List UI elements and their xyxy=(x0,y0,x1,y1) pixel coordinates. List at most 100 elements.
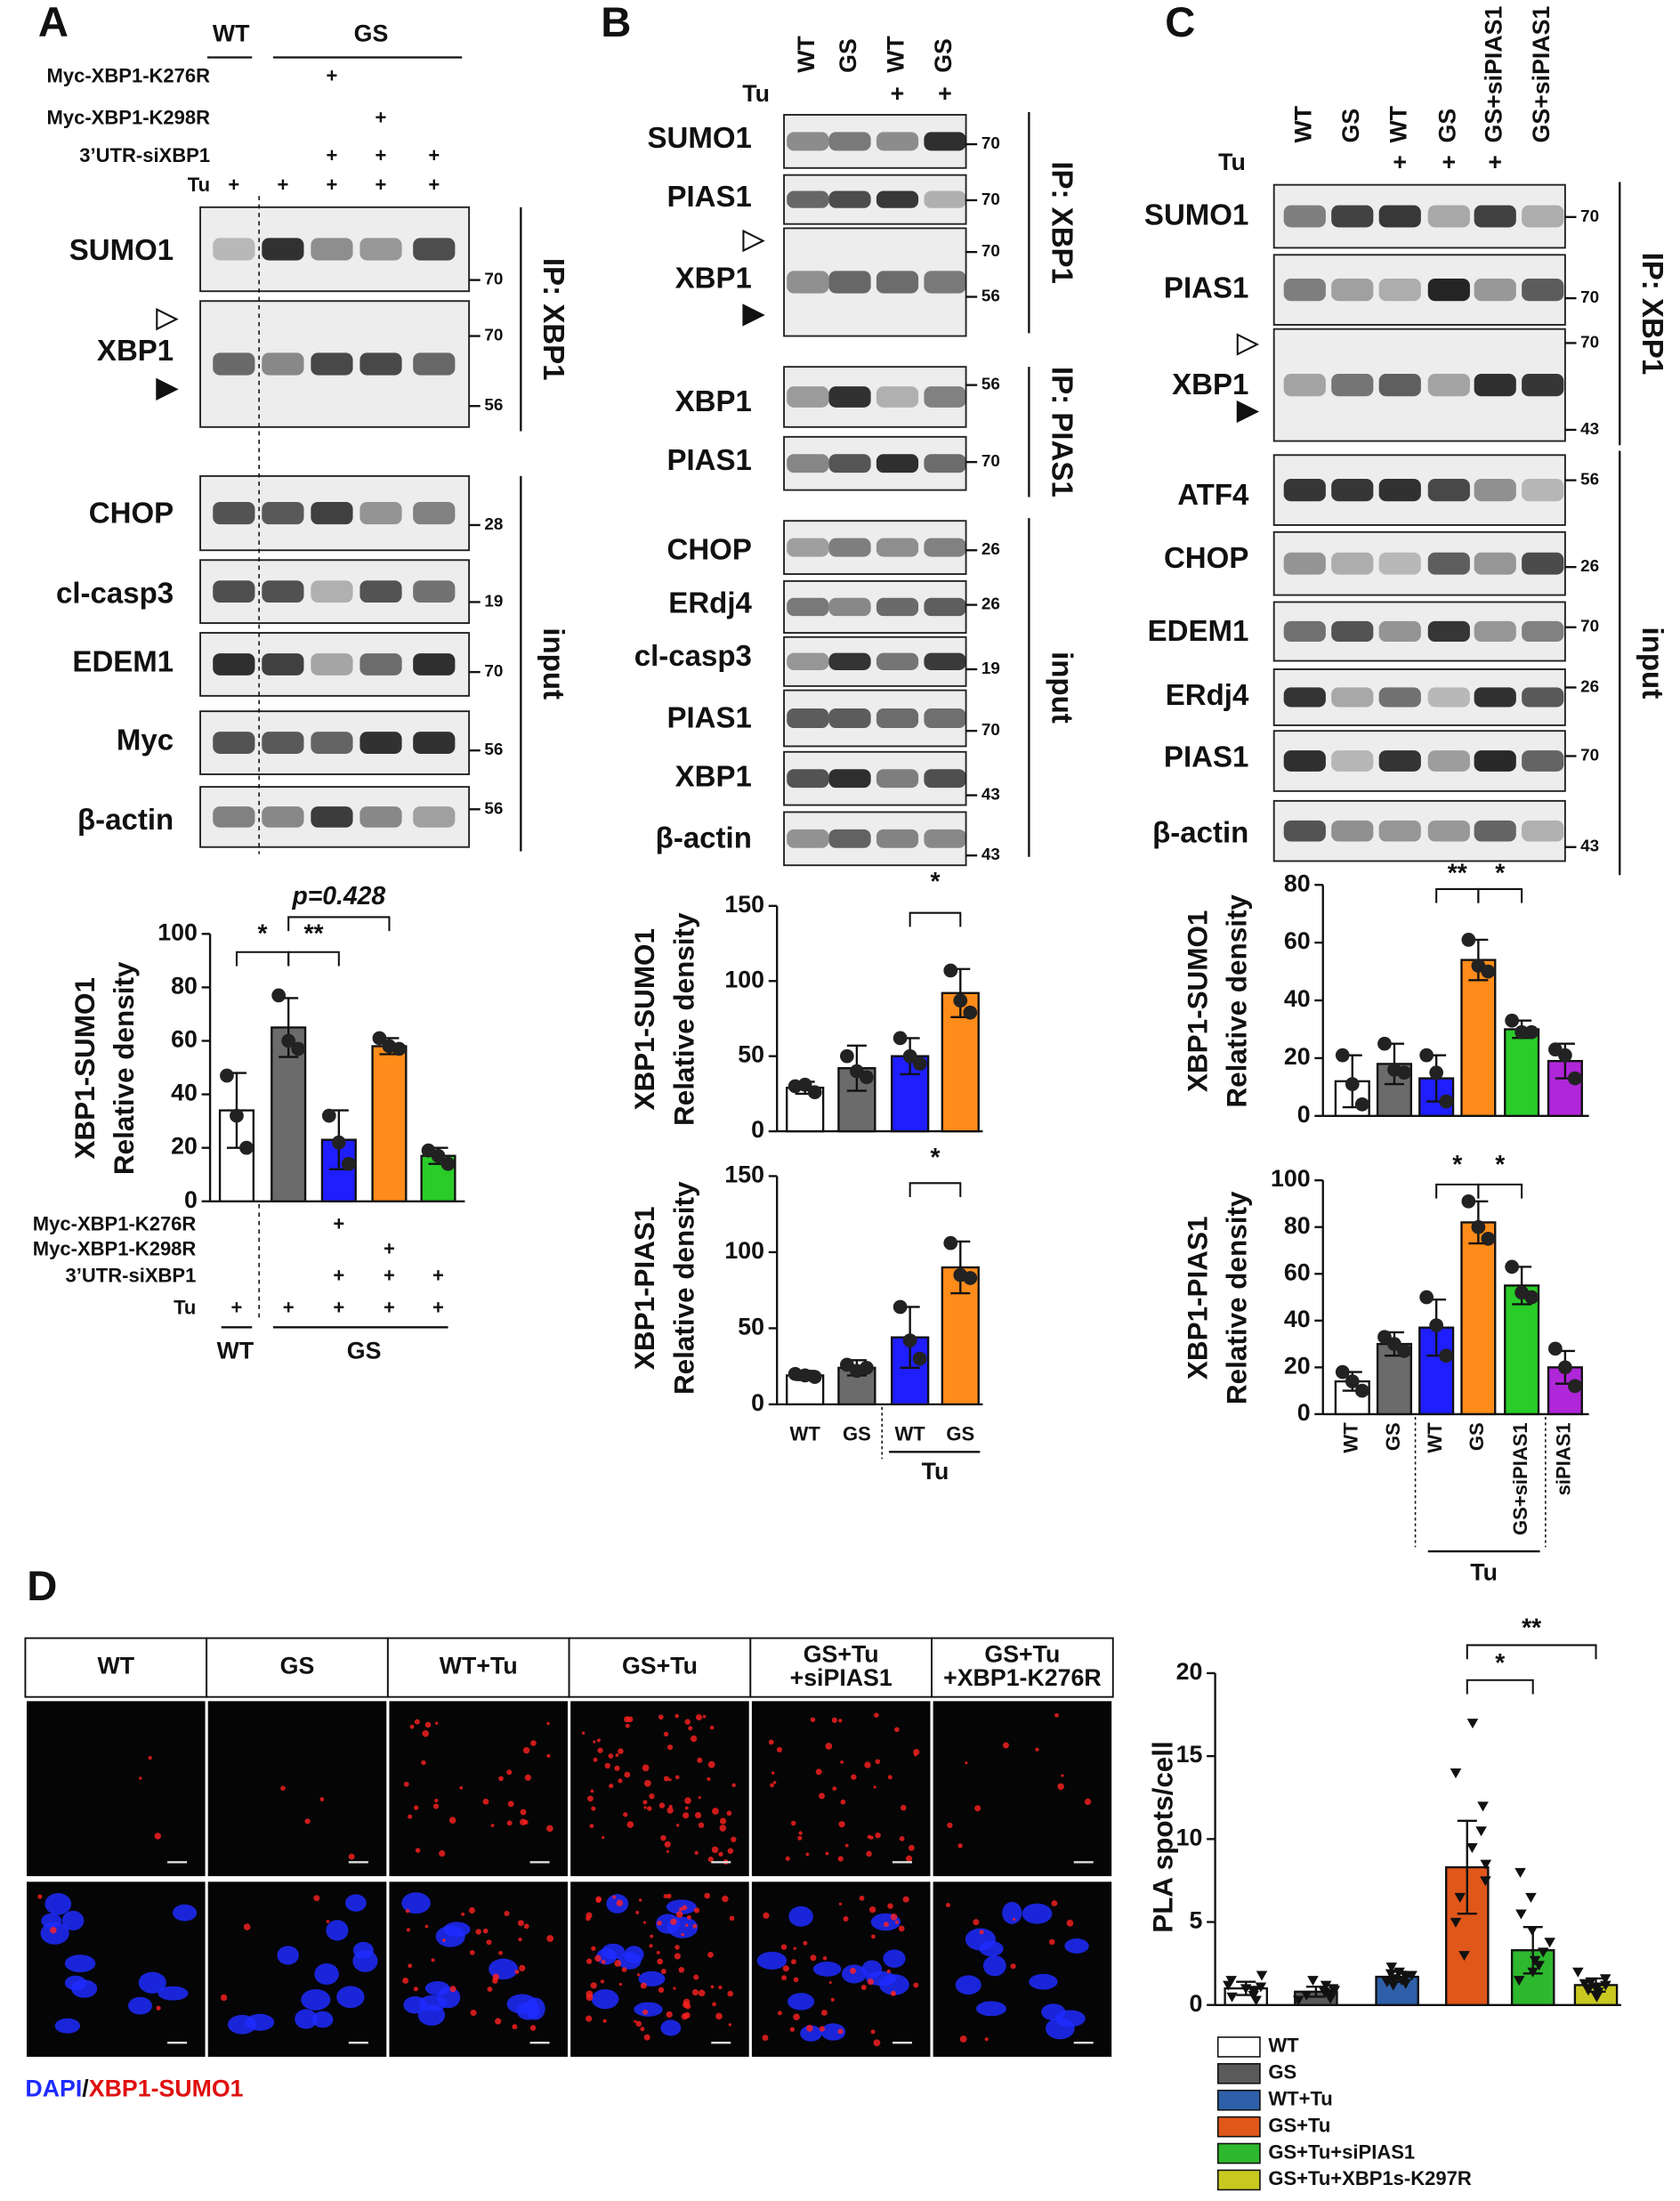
data-point xyxy=(1385,1962,1398,1973)
pla-spot xyxy=(688,1726,693,1731)
data-point xyxy=(1599,1974,1611,1985)
pla-spot xyxy=(1003,1742,1009,1749)
pla-spot xyxy=(691,1989,699,1996)
blot-label: β-actin xyxy=(656,821,752,854)
blot-band xyxy=(1522,552,1564,575)
pla-spot xyxy=(424,1924,429,1929)
mw-marker: 19 xyxy=(981,659,1000,677)
pla-spot xyxy=(899,1836,905,1841)
nucleus xyxy=(982,1955,1006,1977)
pla-spot xyxy=(851,1774,857,1780)
data-point xyxy=(1513,1976,1525,1987)
pla-spot xyxy=(874,1712,879,1718)
blot-band xyxy=(213,653,255,676)
data-point xyxy=(1419,1048,1434,1063)
pla-spot xyxy=(678,1906,683,1912)
legend-label: GS xyxy=(1268,2061,1296,2084)
pla-spot xyxy=(674,1945,680,1950)
pla-spot xyxy=(608,1753,614,1759)
data-point xyxy=(1533,1961,1545,1971)
pla-spot xyxy=(634,2019,637,2023)
mw-marker: 70 xyxy=(981,451,1000,470)
data-point xyxy=(1256,1970,1268,1981)
blot-label: XBP1 xyxy=(97,334,174,367)
blot-band xyxy=(1378,479,1421,502)
pla-spot xyxy=(715,2012,723,2020)
pla-spot xyxy=(504,1910,510,1917)
pla-spot xyxy=(709,1725,715,1730)
pla-spot xyxy=(678,1966,685,1973)
data-point xyxy=(1354,1383,1369,1398)
blot-band xyxy=(1474,552,1516,575)
y-axis-label: XBP1-SUMO1 xyxy=(69,977,101,1160)
nucleus xyxy=(64,1954,96,1972)
pla-spot xyxy=(887,1775,892,1780)
data-point xyxy=(1591,1982,1603,1993)
pla-spot xyxy=(674,1713,680,1719)
pla-spot xyxy=(470,2009,477,2017)
pla-spot xyxy=(810,1717,816,1722)
pla-spot xyxy=(707,1857,714,1863)
blot-band xyxy=(924,454,966,473)
mw-marker: 43 xyxy=(981,845,1000,863)
pla-spot xyxy=(520,1809,527,1816)
pla-spot xyxy=(663,1731,669,1737)
pla-spot xyxy=(860,1985,867,1990)
pla-spot xyxy=(762,2035,769,2042)
data-point xyxy=(1225,1976,1237,1987)
nucleus xyxy=(591,1989,619,2010)
significance-label: * xyxy=(1495,1150,1505,1178)
blot-label: SUMO1 xyxy=(1144,198,1248,231)
blot-band xyxy=(876,597,919,617)
panel-label: C xyxy=(1165,0,1195,46)
pla-spot xyxy=(905,1855,913,1862)
blot-band xyxy=(1427,687,1470,708)
pla-spot xyxy=(602,2019,607,2023)
mw-marker: 56 xyxy=(1580,470,1599,489)
data-point xyxy=(1524,1024,1539,1040)
data-point xyxy=(1226,1992,1238,2003)
pla-spot xyxy=(1084,1798,1092,1806)
blot-band xyxy=(1474,820,1516,842)
pla-spot xyxy=(657,1958,663,1965)
blot-label: PIAS1 xyxy=(666,180,751,213)
pla-spot xyxy=(803,1940,808,1946)
condition-mark: + xyxy=(333,1297,344,1319)
condition-mark: + xyxy=(231,1297,243,1319)
data-point xyxy=(271,988,287,1003)
pla-spot xyxy=(664,1841,671,1848)
data-point xyxy=(1454,1892,1466,1903)
pla-spot xyxy=(642,2009,649,2015)
blot-label: XBP1 xyxy=(675,759,752,792)
blot-label: PIAS1 xyxy=(666,443,751,476)
y-axis-label: PLA spots/cell xyxy=(1147,1741,1178,1933)
pla-spot xyxy=(635,2020,642,2027)
data-point xyxy=(1327,1984,1339,1995)
nucleus xyxy=(417,2004,446,2026)
blot-band xyxy=(311,352,353,376)
pla-spot xyxy=(674,1775,680,1780)
blot-band xyxy=(1283,820,1326,842)
data-point xyxy=(1481,1231,1496,1246)
blot-band xyxy=(924,132,966,151)
pla-spot xyxy=(869,1835,874,1840)
group-label: WT xyxy=(217,1338,254,1364)
pla-spot xyxy=(864,1761,871,1768)
pla-spot xyxy=(1057,1783,1064,1791)
pla-spot xyxy=(698,1796,701,1800)
pla-spot xyxy=(635,1910,640,1914)
y-tick-label: 20 xyxy=(1176,1658,1203,1685)
mw-marker: 43 xyxy=(1580,419,1599,438)
pla-spot xyxy=(642,1800,648,1805)
nucleus xyxy=(54,2018,81,2034)
lane-header: WT xyxy=(1289,105,1316,142)
pla-spot xyxy=(530,1740,537,1746)
data-point xyxy=(1514,1867,1526,1878)
pla-spot xyxy=(887,1903,893,1909)
pla-spot xyxy=(626,1821,634,1828)
treatment-mark: + xyxy=(891,80,905,107)
pla-spot xyxy=(959,2035,967,2043)
bracket-label: input xyxy=(1046,651,1078,724)
y-tick-label: 150 xyxy=(724,1161,764,1188)
pla-spot xyxy=(693,1974,699,1980)
